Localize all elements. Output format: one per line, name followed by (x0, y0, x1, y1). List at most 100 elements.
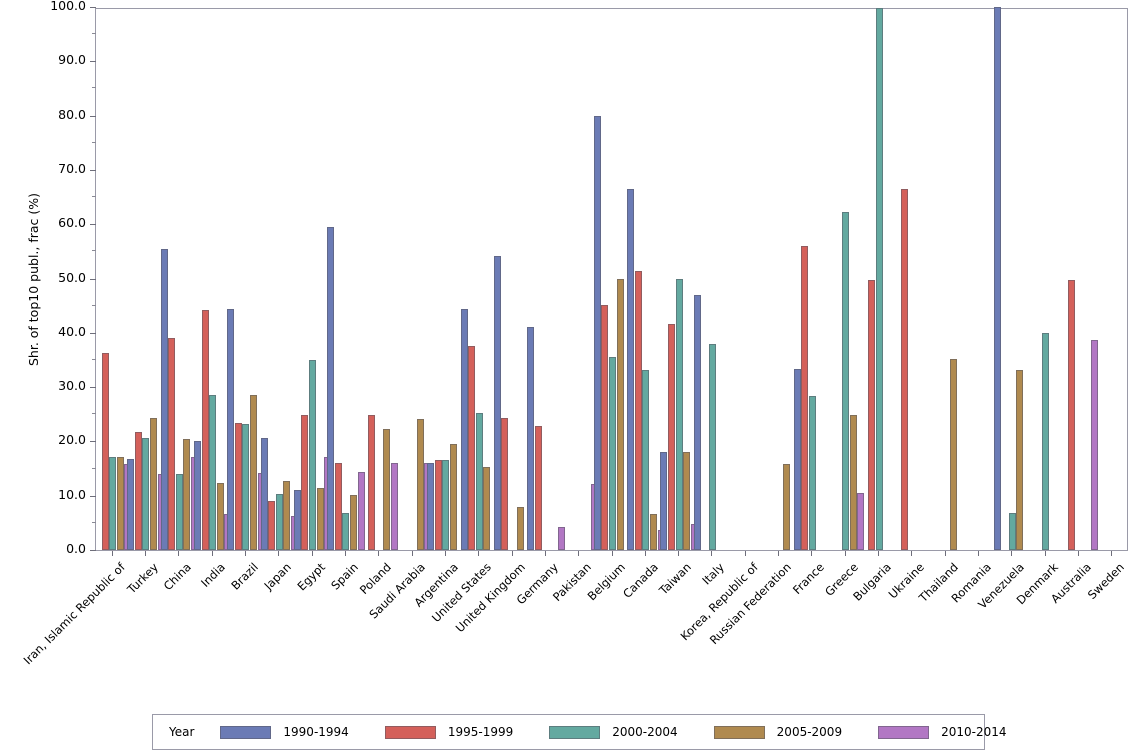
bar[interactable] (627, 188, 635, 550)
bar-group (793, 9, 831, 550)
bar[interactable] (660, 452, 668, 550)
bar[interactable] (368, 414, 376, 550)
x-axis-tick-mark (178, 551, 180, 556)
bar[interactable] (867, 279, 875, 550)
bar[interactable] (250, 394, 258, 550)
bar[interactable] (101, 352, 109, 550)
bar[interactable] (316, 487, 324, 550)
bar[interactable] (175, 473, 183, 550)
bar[interactable] (493, 255, 501, 550)
bar[interactable] (309, 359, 317, 550)
bar[interactable] (683, 452, 691, 550)
bar[interactable] (293, 489, 301, 550)
bar[interactable] (849, 414, 857, 550)
bar[interactable] (350, 495, 358, 550)
bar[interactable] (301, 414, 309, 550)
bar[interactable] (160, 249, 168, 550)
bar[interactable] (201, 310, 209, 550)
legend-color-swatch (384, 725, 436, 739)
bar[interactable] (334, 462, 342, 550)
bar-group (727, 9, 764, 550)
legend-entry[interactable]: 2010-2014 (878, 725, 1007, 739)
bar[interactable] (642, 369, 650, 550)
legend-entry[interactable]: 1990-1994 (220, 725, 349, 739)
bar[interactable] (442, 459, 450, 550)
bar[interactable] (193, 441, 201, 550)
bar[interactable] (357, 471, 365, 550)
legend-entry[interactable]: 2005-2009 (713, 725, 842, 739)
bar[interactable] (649, 514, 657, 550)
bar[interactable] (675, 279, 683, 550)
bar[interactable] (383, 428, 391, 550)
bar[interactable] (242, 424, 250, 550)
bar[interactable] (216, 482, 224, 550)
bar[interactable] (283, 480, 291, 550)
bar[interactable] (808, 395, 816, 550)
bar[interactable] (475, 412, 483, 550)
bar[interactable] (1008, 513, 1016, 550)
x-axis-tick-mark (544, 551, 546, 556)
bar[interactable] (842, 211, 850, 550)
bar[interactable] (949, 358, 957, 550)
bar[interactable] (449, 443, 457, 550)
legend-entry[interactable]: 1995-1999 (384, 725, 513, 739)
bar[interactable] (209, 394, 217, 550)
bar[interactable] (516, 507, 524, 550)
bar[interactable] (801, 245, 809, 550)
bar[interactable] (534, 425, 542, 550)
bar[interactable] (183, 438, 191, 550)
bar[interactable] (109, 456, 117, 550)
bar[interactable] (434, 460, 442, 550)
bar[interactable] (134, 432, 142, 550)
bar[interactable] (127, 458, 135, 550)
bar[interactable] (616, 279, 624, 550)
x-axis-tick-mark (1111, 551, 1113, 556)
bar[interactable] (668, 323, 676, 550)
bar-group (394, 9, 432, 550)
bar[interactable] (327, 227, 335, 550)
bar[interactable] (150, 418, 158, 550)
bar[interactable] (901, 188, 909, 550)
bar[interactable] (116, 456, 124, 550)
bar[interactable] (227, 308, 235, 550)
bar[interactable] (875, 7, 883, 550)
legend-color-swatch (549, 725, 601, 739)
bar[interactable] (142, 437, 150, 550)
bar-group (593, 9, 631, 550)
bar[interactable] (168, 338, 176, 550)
bar[interactable] (708, 343, 716, 550)
bar[interactable] (268, 501, 276, 550)
y-tick-label: 70.0 (58, 160, 86, 176)
bar[interactable] (342, 512, 350, 550)
bar[interactable] (601, 304, 609, 550)
bar[interactable] (783, 464, 791, 550)
bar[interactable] (857, 493, 865, 550)
bar[interactable] (557, 526, 565, 550)
bar[interactable] (993, 7, 1001, 550)
bar[interactable] (275, 494, 283, 550)
bar[interactable] (693, 294, 701, 550)
bar[interactable] (793, 369, 801, 550)
bar[interactable] (460, 308, 468, 550)
bar[interactable] (1067, 279, 1075, 550)
bar-group (894, 9, 931, 550)
bar[interactable] (1042, 333, 1050, 550)
bar[interactable] (501, 418, 509, 550)
bar[interactable] (634, 271, 642, 550)
bar[interactable] (527, 327, 535, 550)
bar[interactable] (234, 422, 242, 550)
bar[interactable] (608, 356, 616, 550)
bar[interactable] (390, 463, 398, 550)
bar[interactable] (483, 466, 491, 550)
bar[interactable] (1016, 369, 1024, 550)
bar[interactable] (468, 346, 476, 550)
bar[interactable] (1090, 340, 1098, 550)
x-axis-tick-mark (711, 551, 713, 556)
bar[interactable] (427, 463, 435, 550)
x-axis-tick-mark (878, 551, 880, 556)
y-axis-minor-tick (92, 304, 96, 306)
bar[interactable] (593, 116, 601, 550)
bar[interactable] (260, 438, 268, 550)
legend-entry[interactable]: 2000-2004 (549, 725, 678, 739)
bar[interactable] (416, 418, 424, 550)
